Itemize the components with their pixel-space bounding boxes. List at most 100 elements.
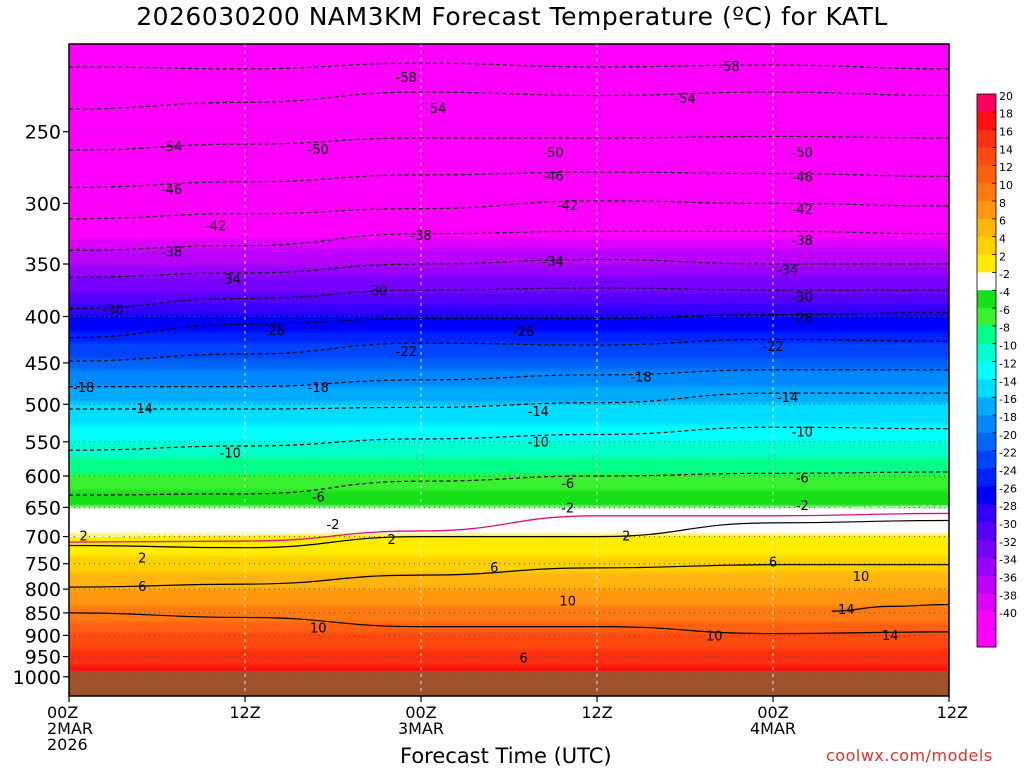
contour-label: 10 (310, 621, 327, 636)
y-tick-label: 700 (25, 527, 61, 549)
y-tick-label: 250 (25, 122, 61, 144)
contour-line (69, 505, 949, 538)
contour-label: -42 (792, 203, 813, 218)
colorbar-swatch (977, 129, 996, 148)
contour-label: -14 (528, 405, 549, 420)
contour-label: 10 (559, 595, 576, 610)
colorbar-swatch (977, 522, 996, 541)
colorbar-label: -10 (999, 340, 1017, 353)
x-tick-label: 12Z (229, 703, 260, 722)
y-tick-label: 550 (25, 432, 61, 454)
contour-label: -34 (777, 264, 798, 279)
colorbar-label: -38 (999, 589, 1017, 602)
colorbar-swatch (977, 94, 996, 113)
contour-label: -50 (308, 143, 329, 158)
y-tick-label: 500 (25, 394, 61, 416)
contour-label: -10 (528, 436, 549, 451)
y-tick-label: 650 (25, 497, 61, 519)
colorbar-label: -8 (999, 322, 1010, 335)
chart-title: 2026030200 NAM3KM Forecast Temperature (… (136, 2, 888, 31)
colorbar: 20 18 16 14 12 10 8 6 4 2 -2 -4 -6 -8 -10 -12 -14 -16 -18 -… (976, 90, 1017, 648)
ground-below-surface (69, 670, 949, 696)
colorbar-swatch (977, 415, 996, 434)
freezing-line (69, 512, 949, 543)
contour-label: 6 (138, 580, 146, 595)
colorbar-swatch (977, 629, 996, 648)
colorbar-label: -26 (999, 482, 1017, 495)
y-axis: 2503003504004505005506006507007508008509… (13, 122, 69, 689)
colorbar-swatch (977, 236, 996, 255)
contour-label: -54 (161, 140, 182, 155)
contour-label: -30 (102, 304, 123, 319)
contour-label: -6 (796, 472, 809, 487)
colorbar-label: -24 (999, 465, 1017, 478)
colorbar-label: -40 (999, 607, 1017, 620)
colorbar-swatch (977, 343, 996, 362)
contour-line (69, 564, 949, 588)
colorbar-frame (976, 93, 997, 648)
colorbar-label: -30 (999, 518, 1017, 531)
x-axis-title: Forecast Time (UTC) (400, 744, 612, 768)
y-tick-label: 350 (25, 254, 61, 276)
colorbar-label: 14 (999, 143, 1013, 156)
contour-label: 2 (622, 530, 630, 545)
colorbar-label: -4 (999, 286, 1010, 299)
colorbar-swatch (977, 165, 996, 184)
contour-label: -54 (425, 102, 446, 117)
contour-label: 2 (388, 533, 396, 548)
y-tick-label: 600 (25, 466, 61, 488)
contour-label: -58 (718, 60, 739, 75)
colorbar-swatch (977, 379, 996, 398)
contour-label: -26 (792, 312, 813, 327)
contour-label: -46 (161, 183, 182, 198)
contour-label: -38 (792, 234, 813, 249)
colorbar-label: -18 (999, 411, 1017, 424)
y-tick-label: 950 (25, 647, 61, 669)
contour-label: -30 (366, 284, 387, 299)
contour-label: 2 (80, 530, 88, 545)
contour-line (69, 369, 949, 388)
contour-line (69, 62, 949, 70)
colorbar-swatch (977, 290, 996, 309)
colorbar-label: 12 (999, 161, 1013, 174)
colorbar-swatch (977, 397, 996, 416)
colorbar-label: -12 (999, 357, 1017, 370)
contour-label: -10 (792, 425, 813, 440)
colorbar-swatch (977, 325, 996, 345)
colorbar-label: 10 (999, 179, 1013, 192)
colorbar-label: 8 (999, 197, 1006, 210)
contour-line (69, 312, 949, 339)
x-tick-label: 4MAR (750, 719, 796, 738)
contour-label: -38 (161, 246, 182, 261)
contour-label: -42 (557, 199, 578, 214)
contour-label: -46 (792, 171, 813, 186)
colorbar-label: -36 (999, 572, 1017, 585)
contour-label: -50 (542, 146, 563, 161)
x-tick-label: 00Z (757, 703, 788, 722)
x-tick-label: 12Z (581, 703, 612, 722)
colorbar-label: -14 (999, 375, 1017, 388)
contour-lines (69, 62, 949, 635)
contour-label: -26 (264, 324, 285, 339)
contour-line (69, 287, 949, 310)
colorbar-swatch (977, 361, 996, 380)
x-tick-label: 00Z (405, 703, 436, 722)
colorbar-swatch (977, 201, 996, 220)
contour-line (69, 392, 949, 410)
contour-label: -34 (220, 273, 241, 288)
contour-label: -58 (396, 71, 417, 86)
colorbar-swatch (977, 540, 996, 559)
contour-line (69, 519, 949, 549)
contour-label: 6 (769, 556, 777, 571)
colorbar-label: -34 (999, 554, 1017, 567)
contour-label: -22 (396, 345, 417, 360)
colorbar-label: 16 (999, 126, 1013, 139)
contour-label: -18 (73, 381, 94, 396)
contour-line (69, 135, 949, 151)
colorbar-label: 4 (999, 233, 1006, 246)
colorbar-swatch (977, 611, 996, 630)
contour-labels: -58 -58 -54 -54 -54 -50 -50 -50 -46 -46 -46 -42 -42 -… (73, 60, 898, 667)
contour-line (69, 200, 949, 220)
